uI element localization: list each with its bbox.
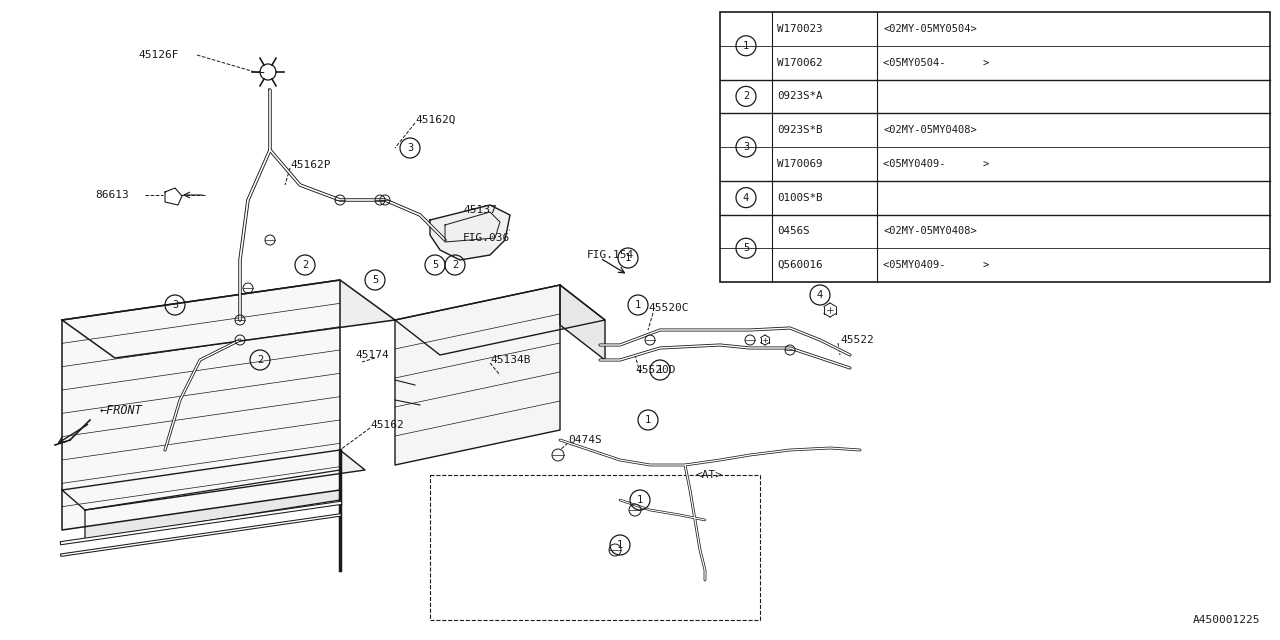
Text: W170069: W170069 bbox=[777, 159, 823, 169]
Text: 1: 1 bbox=[625, 253, 631, 263]
Text: 5: 5 bbox=[742, 243, 749, 253]
Text: 45126F: 45126F bbox=[138, 50, 178, 60]
Polygon shape bbox=[430, 205, 509, 260]
Text: 2: 2 bbox=[452, 260, 458, 270]
Polygon shape bbox=[561, 285, 605, 360]
Text: 5: 5 bbox=[372, 275, 378, 285]
Polygon shape bbox=[84, 470, 340, 540]
Text: Q560016: Q560016 bbox=[777, 260, 823, 270]
Text: ←FRONT: ←FRONT bbox=[100, 403, 143, 417]
Text: 4: 4 bbox=[742, 193, 749, 203]
Text: <AT>: <AT> bbox=[695, 470, 722, 480]
Text: 45174: 45174 bbox=[355, 350, 389, 360]
Text: 1: 1 bbox=[637, 495, 643, 505]
Text: 3: 3 bbox=[407, 143, 413, 153]
Bar bbox=[719, 12, 1270, 282]
Text: <02MY-05MY0408>: <02MY-05MY0408> bbox=[883, 125, 977, 135]
Text: 0923S*B: 0923S*B bbox=[777, 125, 823, 135]
Text: 4: 4 bbox=[817, 290, 823, 300]
Text: 1: 1 bbox=[657, 365, 663, 375]
Text: 3: 3 bbox=[742, 142, 749, 152]
Text: 0923S*A: 0923S*A bbox=[777, 92, 823, 101]
Text: 1: 1 bbox=[742, 41, 749, 51]
Text: 3: 3 bbox=[172, 300, 178, 310]
Polygon shape bbox=[396, 285, 561, 465]
Text: 0474S: 0474S bbox=[568, 435, 602, 445]
Text: <02MY-05MY0408>: <02MY-05MY0408> bbox=[883, 227, 977, 236]
Text: <05MY0409-      >: <05MY0409- > bbox=[883, 159, 989, 169]
Text: <05MY0409-      >: <05MY0409- > bbox=[883, 260, 989, 270]
Text: 0456S: 0456S bbox=[777, 227, 809, 236]
Polygon shape bbox=[61, 280, 396, 358]
Text: 45520D: 45520D bbox=[635, 365, 676, 375]
Text: 45137: 45137 bbox=[463, 205, 497, 215]
Text: A450001225: A450001225 bbox=[1193, 615, 1260, 625]
Text: 1: 1 bbox=[635, 300, 641, 310]
Text: 2: 2 bbox=[742, 92, 749, 101]
Text: 45522: 45522 bbox=[840, 335, 874, 345]
Text: 2: 2 bbox=[302, 260, 308, 270]
Text: 45520C: 45520C bbox=[648, 303, 689, 313]
Polygon shape bbox=[61, 450, 365, 510]
Text: FIG.036: FIG.036 bbox=[463, 233, 511, 243]
Text: 2: 2 bbox=[257, 355, 264, 365]
Text: 1: 1 bbox=[617, 540, 623, 550]
Text: 86613: 86613 bbox=[95, 190, 129, 200]
Text: 5: 5 bbox=[431, 260, 438, 270]
Text: 1: 1 bbox=[645, 415, 652, 425]
Text: 45134B: 45134B bbox=[490, 355, 530, 365]
Polygon shape bbox=[61, 280, 340, 530]
Text: W170062: W170062 bbox=[777, 58, 823, 68]
Text: 45162P: 45162P bbox=[291, 160, 330, 170]
Text: 45162Q: 45162Q bbox=[415, 115, 456, 125]
Text: 0100S*B: 0100S*B bbox=[777, 193, 823, 203]
Text: W170023: W170023 bbox=[777, 24, 823, 34]
Text: <05MY0504-      >: <05MY0504- > bbox=[883, 58, 989, 68]
Text: 45162: 45162 bbox=[370, 420, 403, 430]
Polygon shape bbox=[396, 285, 605, 355]
Text: <02MY-05MY0504>: <02MY-05MY0504> bbox=[883, 24, 977, 34]
Text: FIG.154: FIG.154 bbox=[588, 250, 635, 260]
